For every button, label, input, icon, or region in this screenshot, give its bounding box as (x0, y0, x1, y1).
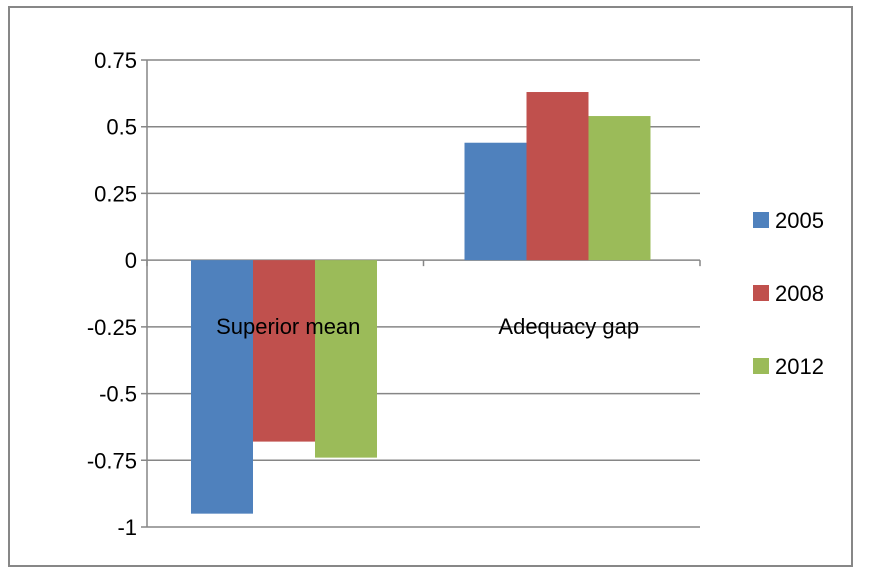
y-tick-label: 0.5 (106, 115, 137, 140)
bar-2008-adequacy-gap (526, 92, 589, 261)
y-tick-label: -0.75 (87, 448, 137, 473)
y-tick-label: -1 (117, 515, 137, 540)
category-label: Superior mean (216, 314, 360, 339)
y-tick-label: -0.25 (87, 315, 137, 340)
y-tick-label: 0.25 (94, 181, 137, 206)
bar-2008-superior-mean (253, 260, 315, 442)
legend-label: 2005 (775, 208, 824, 233)
legend-swatch (753, 358, 769, 374)
y-tick-label: 0 (125, 248, 137, 273)
legend-label: 2008 (775, 281, 824, 306)
legend-label: 2012 (775, 354, 824, 379)
bar-2005-superior-mean (191, 260, 253, 514)
chart-frame (8, 6, 853, 567)
category-label: Adequacy gap (498, 314, 639, 339)
y-tick-label: 0.75 (94, 48, 137, 73)
bars (191, 92, 651, 514)
legend-swatch (753, 285, 769, 301)
legend-swatch (753, 212, 769, 228)
bar-2005-adequacy-gap (464, 142, 527, 261)
legend: 2005 2008 2012 (753, 208, 824, 379)
axes (146, 60, 701, 527)
category-labels: Superior mean Adequacy gap (216, 314, 639, 339)
y-tick-label: -0.5 (99, 382, 137, 407)
y-tick-labels: 0.75 0.5 0.25 0 -0.25 -0.5 -0.75 -1 (87, 48, 137, 540)
bar-2012-adequacy-gap (588, 116, 651, 261)
bar-2012-superior-mean (315, 260, 377, 458)
